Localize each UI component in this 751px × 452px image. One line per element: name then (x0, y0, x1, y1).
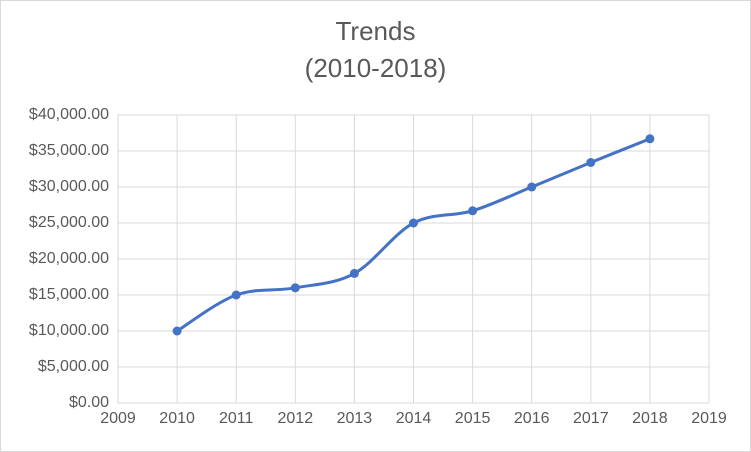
x-axis-tick-label: 2011 (218, 410, 254, 427)
x-axis-tick-label: 2016 (513, 410, 550, 427)
data-point-2012 (290, 283, 300, 293)
data-point-2011 (231, 290, 241, 300)
x-axis-tick-label: 2019 (691, 410, 727, 427)
x-axis-tick-label: 2009 (100, 410, 136, 427)
chart-title: Trends (2010-2018) (1, 13, 750, 87)
x-axis-tick-label: 2012 (277, 410, 314, 427)
x-axis-tick-label: 2013 (336, 410, 373, 427)
data-point-2013 (349, 268, 359, 278)
y-axis-tick-label: $40,000.00 (28, 106, 109, 123)
chart-title-line1: Trends (335, 16, 416, 46)
y-axis-tick-label: $5,000.00 (37, 358, 109, 375)
y-axis-tick-label: $25,000.00 (28, 214, 109, 231)
data-point-2010 (172, 326, 182, 336)
data-point-2016 (527, 182, 537, 192)
data-point-2015 (468, 206, 478, 216)
x-axis-tick-label: 2017 (573, 410, 609, 427)
data-point-2018 (645, 134, 655, 144)
y-axis-tick-label: $20,000.00 (28, 250, 109, 267)
y-axis-tick-label: $15,000.00 (28, 286, 109, 303)
y-axis-tick-label: $30,000.00 (28, 178, 109, 195)
x-axis-tick-label: 2015 (454, 410, 491, 427)
y-axis-tick-label: $35,000.00 (28, 142, 109, 159)
chart-title-line2: (2010-2018) (304, 53, 447, 83)
x-axis-tick-label: 2014 (395, 410, 432, 427)
data-point-2014 (409, 218, 418, 228)
x-axis-tick-label: 2018 (632, 410, 668, 427)
x-axis-tick-label: 2010 (159, 410, 195, 427)
data-point-2017 (586, 158, 596, 167)
plot-border (117, 114, 710, 404)
y-axis-tick-label: $10,000.00 (28, 322, 109, 339)
y-axis-tick-label: $0.00 (68, 394, 109, 411)
